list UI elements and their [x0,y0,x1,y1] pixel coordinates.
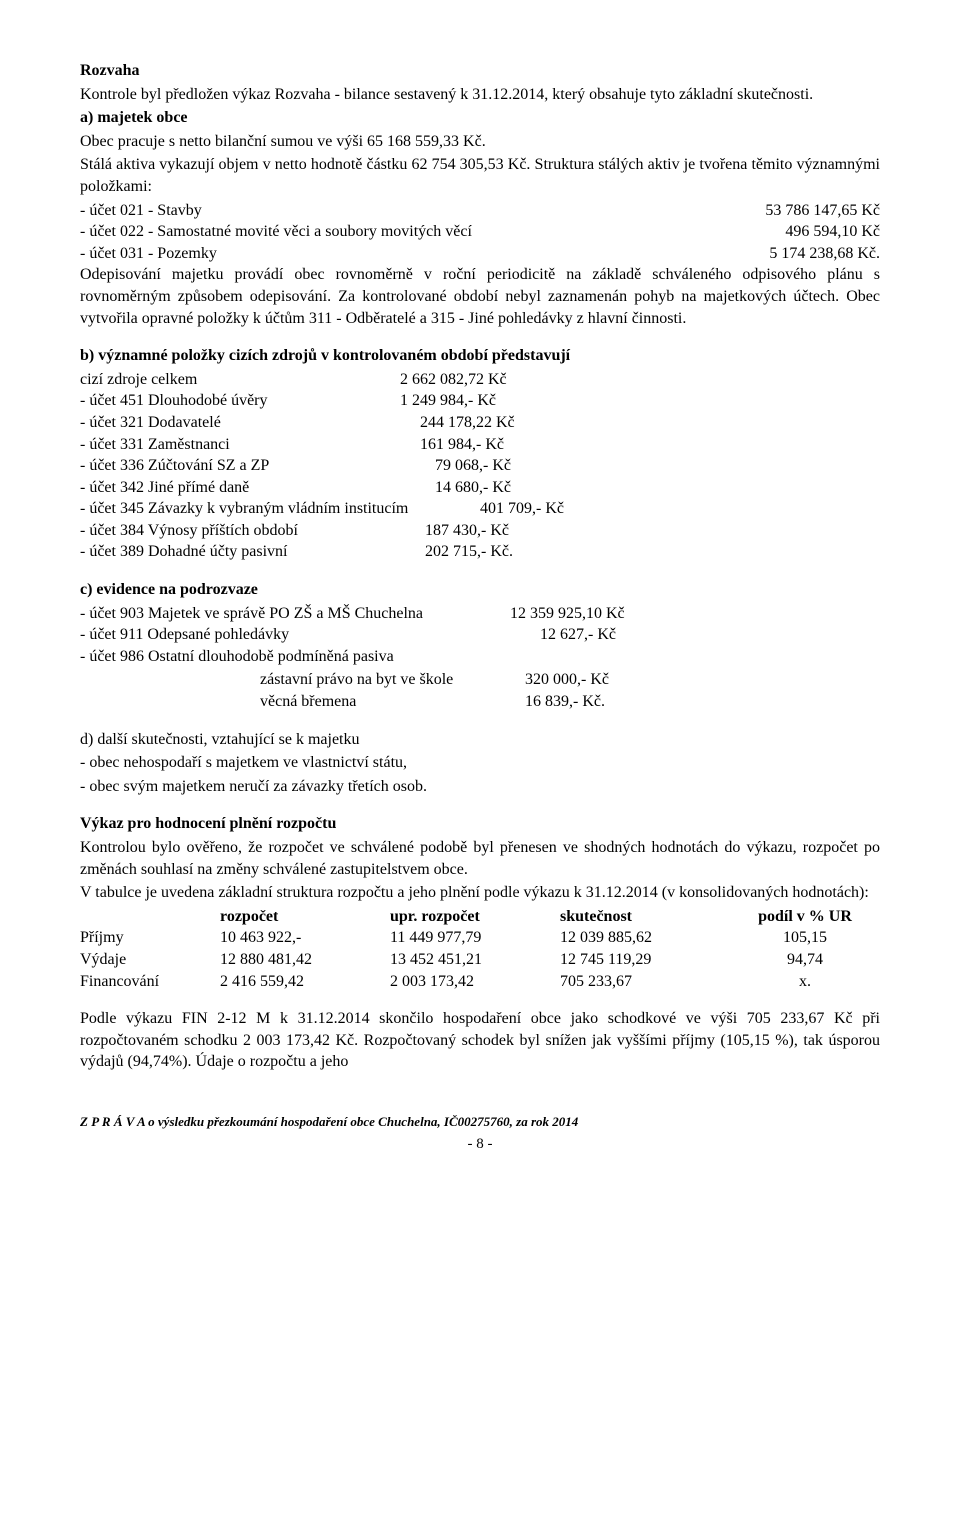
doc-title: Rozvaha [80,60,880,82]
liability-label: - účet 336 Zúčtování SZ a ZP [80,455,435,477]
subledger-label: - účet 903 Majetek ve správě PO ZŠ a MŠ … [80,603,510,625]
liabilities-list: cizí zdroje celkem2 662 082,72 Kč - účet… [80,369,880,563]
asset-label: - účet 031 - Pozemky [80,243,701,265]
budget-cell: 12 039 885,62 [560,927,730,949]
liability-row: - účet 451 Dlouhodobé úvěry1 249 984,- K… [80,390,880,412]
budget-cell: 705 233,67 [560,971,730,993]
budget-cell: 12 745 119,29 [560,949,730,971]
liability-row: - účet 384 Výnosy příštích období187 430… [80,520,880,542]
liability-label: cizí zdroje celkem [80,369,400,391]
liability-value: 401 709,- Kč [480,498,564,520]
budget-header-row: rozpočet upr. rozpočet skutečnost podíl … [80,906,880,928]
liability-row: - účet 389 Dohadné účty pasivní202 715,-… [80,541,880,563]
liability-value: 2 662 082,72 Kč [400,369,507,391]
budget-row: Financování 2 416 559,42 2 003 173,42 70… [80,971,880,993]
liability-label: - účet 451 Dlouhodobé úvěry [80,390,400,412]
liability-label: - účet 342 Jiné přímé daně [80,477,435,499]
subledger-sub-label: zástavní právo na byt ve škole [260,669,525,691]
budget-row-label: Příjmy [80,927,220,949]
section-a-line1: Obec pracuje s netto bilanční sumou ve v… [80,131,880,153]
budget-header-col2: upr. rozpočet [390,906,560,928]
asset-label: - účet 022 - Samostatné movité věci a so… [80,221,737,243]
subledger-sub-row: věcná břemena16 839,- Kč. [260,691,880,713]
liability-label: - účet 384 Výnosy příštích období [80,520,425,542]
page-number: - 8 - [80,1134,880,1154]
budget-cell: 2 416 559,42 [220,971,390,993]
liability-row: - účet 345 Závazky k vybraným vládním in… [80,498,880,520]
subledger-row: - účet 911 Odepsané pohledávky12 627,- K… [80,624,880,646]
subledger-sub-value: 320 000,- Kč [525,669,609,691]
asset-value: 5 174 238,68 Kč. [761,243,880,265]
budget-cell: 10 463 922,- [220,927,390,949]
subledger-sub-row: zástavní právo na byt ve škole320 000,- … [260,669,880,691]
section-a-heading: a) majetek obce [80,107,880,129]
subledger-sub-value: 16 839,- Kč. [525,691,605,713]
page-footer: Z P R Á V A o výsledku přezkoumání hospo… [80,1113,880,1131]
liability-row: cizí zdroje celkem2 662 082,72 Kč [80,369,880,391]
budget-row-label: Výdaje [80,949,220,971]
budget-row: Příjmy 10 463 922,- 11 449 977,79 12 039… [80,927,880,949]
liability-row: - účet 321 Dodavatelé244 178,22 Kč [80,412,880,434]
liability-row: - účet 331 Zaměstnanci161 984,- Kč [80,434,880,456]
budget-cell: x. [730,971,880,993]
budget-cell: 105,15 [730,927,880,949]
budget-row-label: Financování [80,971,220,993]
final-paragraph: Podle výkazu FIN 2-12 M k 31.12.2014 sko… [80,1008,880,1073]
vykaz-para2: V tabulce je uvedena základní struktura … [80,882,880,904]
liability-value: 14 680,- Kč [435,477,511,499]
asset-label: - účet 021 - Stavby [80,200,697,222]
liability-row: - účet 342 Jiné přímé daně14 680,- Kč [80,477,880,499]
section-b-heading: b) významné položky cizích zdrojů v kont… [80,345,880,367]
budget-row: Výdaje 12 880 481,42 13 452 451,21 12 74… [80,949,880,971]
liability-value: 202 715,- Kč. [425,541,513,563]
budget-header-col1: rozpočet [220,906,390,928]
budget-cell: 13 452 451,21 [390,949,560,971]
budget-header-empty [80,906,220,928]
budget-table: rozpočet upr. rozpočet skutečnost podíl … [80,906,880,992]
liability-label: - účet 389 Dohadné účty pasivní [80,541,425,563]
subledger-sub-label: věcná břemena [260,691,525,713]
asset-value: 496 594,10 Kč [777,221,880,243]
section-d-line3: - obec svým majetkem neručí za závazky t… [80,776,880,798]
liability-label: - účet 331 Zaměstnanci [80,434,420,456]
liability-value: 1 249 984,- Kč [400,390,496,412]
budget-header-col3: skutečnost [560,906,730,928]
intro-paragraph: Kontrole byl předložen výkaz Rozvaha - b… [80,84,880,106]
vykaz-para1: Kontrolou bylo ověřeno, že rozpočet ve s… [80,837,880,880]
asset-row: - účet 022 - Samostatné movité věci a so… [80,221,880,243]
section-a-line2: Stálá aktiva vykazují objem v netto hodn… [80,154,880,197]
budget-cell: 11 449 977,79 [390,927,560,949]
section-c-heading: c) evidence na podrozvaze [80,579,880,601]
subledger-value: 12 359 925,10 Kč [510,603,625,625]
budget-cell: 94,74 [730,949,880,971]
liability-label: - účet 321 Dodavatelé [80,412,420,434]
subledger-list: - účet 903 Majetek ve správě PO ZŠ a MŠ … [80,603,880,713]
liability-row: - účet 336 Zúčtování SZ a ZP79 068,- Kč [80,455,880,477]
liability-value: 161 984,- Kč [420,434,504,456]
liability-value: 79 068,- Kč [435,455,511,477]
subledger-row: - účet 903 Majetek ve správě PO ZŠ a MŠ … [80,603,880,625]
subledger-label: - účet 911 Odepsané pohledávky [80,624,540,646]
asset-value: 53 786 147,65 Kč [757,200,880,222]
asset-row: - účet 031 - Pozemky 5 174 238,68 Kč. [80,243,880,265]
vykaz-heading: Výkaz pro hodnocení plnění rozpočtu [80,813,880,835]
subledger-value: 12 627,- Kč [540,624,616,646]
liability-value: 244 178,22 Kč [420,412,515,434]
budget-cell: 12 880 481,42 [220,949,390,971]
assets-list: - účet 021 - Stavby 53 786 147,65 Kč - ú… [80,200,880,265]
liability-value: 187 430,- Kč [425,520,509,542]
budget-header-col4: podíl v % UR [730,906,880,928]
asset-row: - účet 021 - Stavby 53 786 147,65 Kč [80,200,880,222]
liability-label: - účet 345 Závazky k vybraným vládním in… [80,498,480,520]
section-a-para2: Odepisování majetku provádí obec rovnomě… [80,264,880,329]
budget-cell: 2 003 173,42 [390,971,560,993]
section-d-line1: d) další skutečnosti, vztahující se k ma… [80,729,880,751]
section-d-line2: - obec nehospodaří s majetkem ve vlastni… [80,752,880,774]
subledger-line3: - účet 986 Ostatní dlouhodobě podmíněná … [80,646,880,668]
